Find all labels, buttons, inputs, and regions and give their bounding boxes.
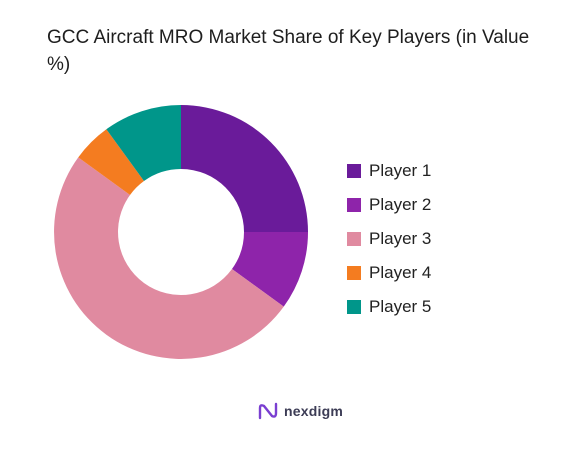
legend-swatch	[347, 164, 361, 178]
legend-item: Player 3	[347, 222, 431, 256]
donut-slices	[54, 105, 308, 359]
legend-item: Player 2	[347, 188, 431, 222]
legend-label: Player 2	[369, 195, 432, 214]
legend-label: Player 1	[369, 161, 432, 180]
donut-slice-player-3	[54, 157, 284, 359]
donut-slice-player-5	[106, 105, 181, 182]
legend-item: Player 1	[347, 154, 431, 188]
legend-swatch	[347, 232, 361, 246]
legend-swatch	[347, 300, 361, 314]
donut-slice-player-2	[231, 232, 308, 307]
donut-slice-player-4	[78, 129, 144, 195]
nexdigm-logo-icon	[258, 402, 278, 420]
legend-item: Player 4	[347, 256, 431, 290]
legend-swatch	[347, 198, 361, 212]
legend-label: Player 3	[369, 229, 432, 248]
legend-swatch	[347, 266, 361, 280]
chart-title: GCC Aircraft MRO Market Share of Key Pla…	[47, 27, 530, 75]
legend-label: Player 4	[369, 263, 432, 282]
brand-logo: nexdigm	[258, 402, 343, 420]
donut-slice-player-1	[181, 105, 308, 232]
chart-legend: Player 1 Player 2 Player 3 Player 4 Player 5	[347, 154, 431, 324]
legend-label: Player 5	[369, 297, 432, 316]
legend-item: Player 5	[347, 290, 431, 324]
brand-name: nexdigm	[284, 403, 343, 419]
